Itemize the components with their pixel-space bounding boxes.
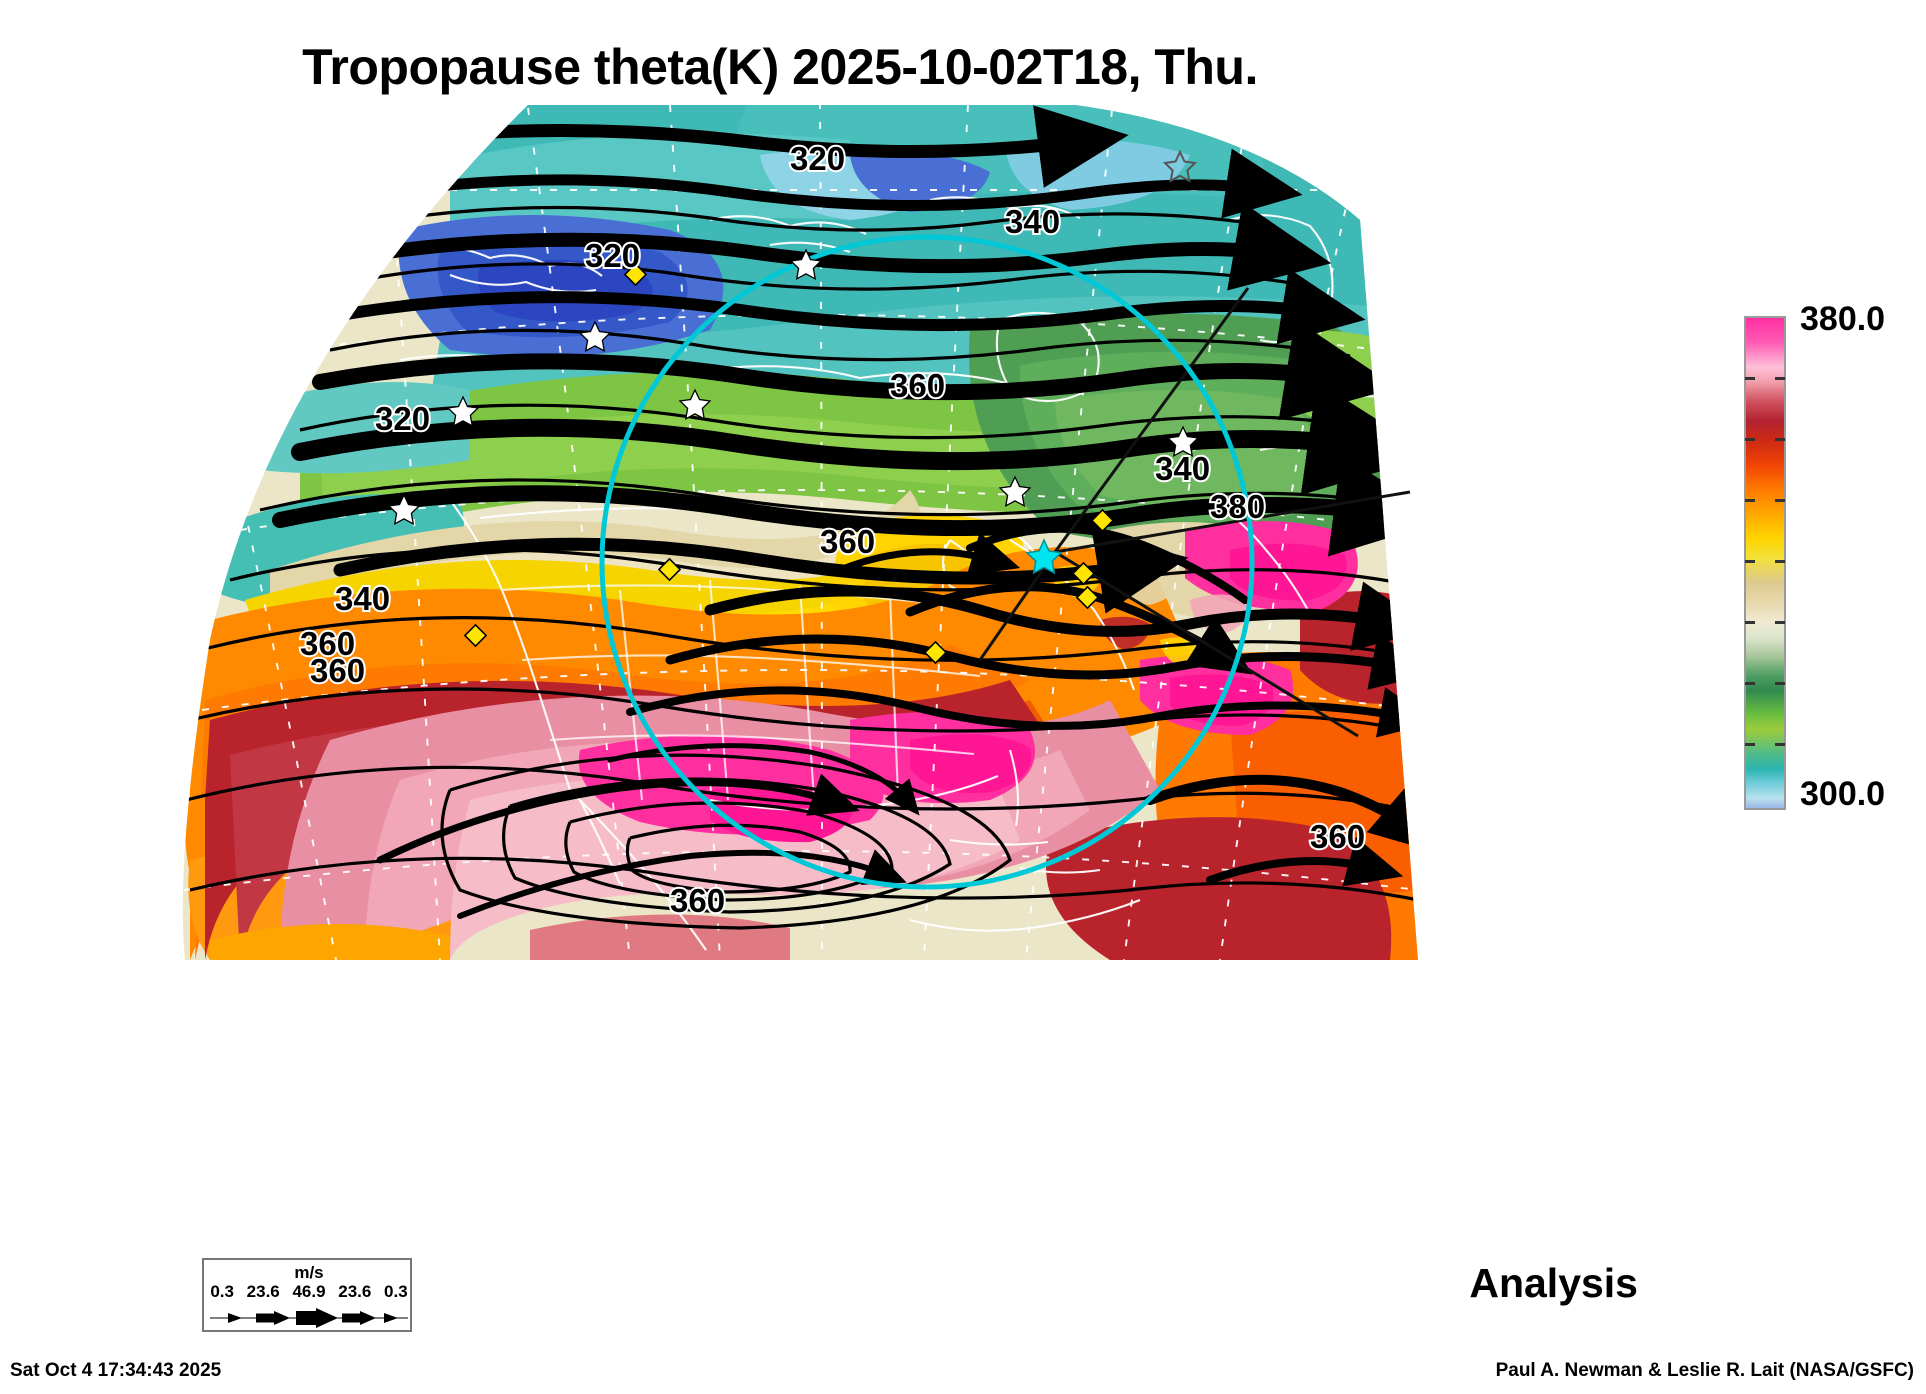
colorbar-tick <box>1745 438 1755 441</box>
contour-label: 360 <box>300 625 355 662</box>
wind-speed-legend: m/s 0.3 23.6 46.9 23.6 0.3 <box>202 1258 412 1332</box>
wind-legend-value: 23.6 <box>338 1282 372 1301</box>
colorbar-tick <box>1745 682 1755 685</box>
wind-legend-value: 46.9 <box>292 1282 326 1301</box>
colorbar-tick <box>1775 377 1785 380</box>
colorbar-tick <box>1775 499 1785 502</box>
contour-label: 320 <box>790 140 845 177</box>
wind-legend-value: 0.3 <box>210 1282 234 1301</box>
contour-label: 340 <box>1005 203 1060 240</box>
contour-label: 320 <box>585 237 640 274</box>
map-panel[interactable]: 320 320 320 340 340 340 360 360 360 360 360 360 380 <box>150 100 1570 1000</box>
colorbar-tick <box>1775 560 1785 563</box>
colorbar-tick <box>1775 438 1785 441</box>
colorbar-max-label: 380.0 <box>1800 300 1886 338</box>
wind-legend-value: 0.3 <box>384 1282 408 1301</box>
colorbar-tick <box>1745 621 1755 624</box>
contour-label: 320 <box>375 400 430 437</box>
flight-track-lines <box>978 287 1411 738</box>
wind-legend-unit: m/s <box>294 1263 324 1282</box>
colorbar-tick <box>1745 377 1755 380</box>
contour-label: 340 <box>335 580 390 617</box>
wind-legend-arrows <box>210 1308 408 1328</box>
contour-label: 360 <box>890 367 945 404</box>
contour-label: 360 <box>820 523 875 560</box>
contour-label: 340 <box>1155 450 1210 487</box>
aircraft-position-star <box>1025 538 1063 575</box>
contour-label: 360 <box>670 882 725 919</box>
jet-stream-vectors <box>272 105 1418 919</box>
wind-legend-values: 0.3 23.6 46.9 23.6 0.3 <box>204 1282 414 1302</box>
colorbar[interactable] <box>1744 316 1788 812</box>
colorbar-tick <box>1745 560 1755 563</box>
analysis-label: Analysis <box>1469 1260 1638 1306</box>
page-title: Tropopause theta(K) 2025-10-02T18, Thu. <box>302 39 1258 95</box>
colorbar-tick <box>1775 743 1785 746</box>
colorbar-tick <box>1775 621 1785 624</box>
station-markers <box>387 149 1200 665</box>
range-ring-circle <box>599 234 1255 890</box>
contour-label: 360 <box>1310 818 1365 855</box>
contour-label: 360 <box>310 652 365 689</box>
colorbar-gradient <box>1744 316 1786 810</box>
colorbar-tick <box>1745 499 1755 502</box>
generation-timestamp: Sat Oct 4 17:34:43 2025 <box>10 1360 222 1381</box>
colorbar-tick <box>1745 743 1755 746</box>
colorbar-tick <box>1775 682 1785 685</box>
author-credit: Paul A. Newman & Leslie R. Lait (NASA/GS… <box>1495 1360 1914 1381</box>
wind-legend-value: 23.6 <box>246 1282 280 1301</box>
open-star-marker <box>1162 149 1198 183</box>
contour-label: 380 <box>1210 488 1265 525</box>
colorbar-min-label: 300.0 <box>1800 775 1886 813</box>
